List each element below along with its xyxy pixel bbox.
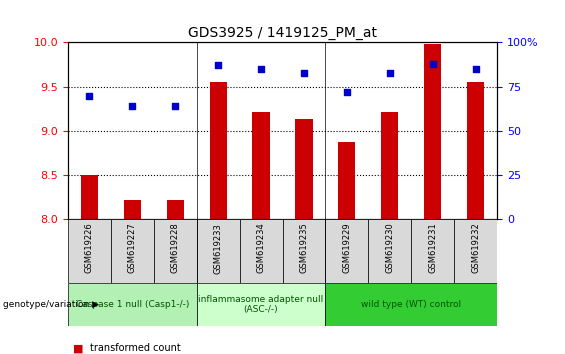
Point: [85, 93, 94, 98]
Bar: [467, 82, 484, 219]
Text: GSM619228: GSM619228: [171, 223, 180, 273]
Text: GSM619232: GSM619232: [471, 223, 480, 273]
Point: [257, 66, 266, 72]
Bar: [111, 219, 154, 283]
Text: GSM619229: GSM619229: [342, 223, 351, 273]
Point: [471, 66, 480, 72]
Bar: [411, 219, 454, 283]
Bar: [295, 119, 312, 219]
Text: GSM619226: GSM619226: [85, 223, 94, 273]
Point: [385, 70, 394, 75]
Text: GSM619231: GSM619231: [428, 223, 437, 273]
Bar: [68, 283, 197, 326]
Bar: [197, 219, 240, 283]
Text: GSM619234: GSM619234: [257, 223, 266, 273]
Title: GDS3925 / 1419125_PM_at: GDS3925 / 1419125_PM_at: [188, 26, 377, 40]
Bar: [253, 112, 270, 219]
Bar: [424, 44, 441, 219]
Text: GSM619230: GSM619230: [385, 223, 394, 273]
Bar: [68, 219, 111, 283]
Text: wild type (WT) control: wild type (WT) control: [361, 300, 462, 309]
Text: genotype/variation ▶: genotype/variation ▶: [3, 300, 99, 309]
Text: transformed count: transformed count: [90, 343, 181, 353]
Text: GSM619227: GSM619227: [128, 223, 137, 273]
Bar: [167, 200, 184, 219]
Text: GSM619233: GSM619233: [214, 223, 223, 274]
Bar: [124, 200, 141, 219]
Bar: [154, 219, 197, 283]
Bar: [282, 219, 325, 283]
Point: [128, 103, 137, 109]
Bar: [210, 82, 227, 219]
Point: [299, 70, 308, 75]
Bar: [325, 283, 497, 326]
Bar: [381, 112, 398, 219]
Bar: [81, 175, 98, 219]
Text: GSM619235: GSM619235: [299, 223, 308, 273]
Bar: [368, 219, 411, 283]
Point: [428, 61, 437, 67]
Point: [214, 63, 223, 68]
Point: [342, 89, 351, 95]
Bar: [240, 219, 282, 283]
Text: ■: ■: [73, 343, 84, 353]
Bar: [338, 142, 355, 219]
Bar: [325, 219, 368, 283]
Text: Caspase 1 null (Casp1-/-): Caspase 1 null (Casp1-/-): [76, 300, 189, 309]
Bar: [454, 219, 497, 283]
Text: inflammasome adapter null
(ASC-/-): inflammasome adapter null (ASC-/-): [198, 295, 324, 314]
Bar: [197, 283, 325, 326]
Point: [171, 103, 180, 109]
